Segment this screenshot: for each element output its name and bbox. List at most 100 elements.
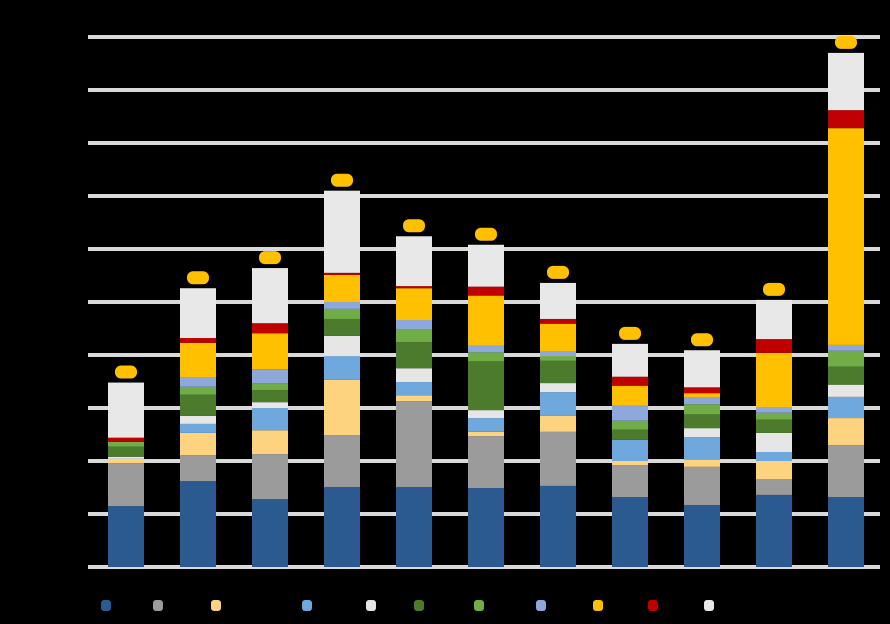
bar-segment	[540, 360, 576, 384]
legend-marker	[366, 600, 376, 611]
bar-segment	[684, 397, 720, 405]
bar-segment	[468, 361, 504, 411]
bar-segment	[108, 506, 144, 567]
bar-segment	[108, 446, 144, 457]
legend-marker	[101, 600, 111, 611]
bar-segment	[180, 377, 216, 387]
bar-segment	[252, 408, 288, 431]
bar-segment	[180, 338, 216, 343]
legend-marker	[593, 600, 603, 611]
bar-segment	[108, 441, 144, 447]
total-badge	[691, 333, 713, 347]
bar-segment	[684, 404, 720, 415]
bar-segment	[108, 382, 144, 438]
bar-segment	[252, 268, 288, 324]
bar-segment	[324, 356, 360, 380]
bar-segment	[180, 481, 216, 567]
bar-segment	[396, 320, 432, 330]
bar-segment	[468, 345, 504, 353]
bar-segment	[684, 428, 720, 438]
bar-segment	[612, 420, 648, 430]
bar-segment	[396, 329, 432, 343]
bar-segment	[252, 402, 288, 408]
bar-segment	[324, 435, 360, 487]
bar-segment	[468, 488, 504, 567]
bar-segment	[684, 387, 720, 394]
bar-segment	[828, 497, 864, 567]
bar-segment	[396, 401, 432, 487]
bar-segment	[324, 308, 360, 319]
bar-segment	[180, 386, 216, 395]
bar-segment	[540, 431, 576, 486]
bar-segment	[468, 431, 504, 437]
bar-segment	[756, 432, 792, 452]
bar-segment	[756, 352, 792, 407]
total-badge	[475, 227, 497, 241]
bar-segment	[684, 393, 720, 398]
bar-segment	[540, 383, 576, 393]
bar-segment	[324, 486, 360, 567]
bar-segment	[756, 419, 792, 433]
bar-segment	[252, 454, 288, 500]
bar-segment	[108, 458, 144, 464]
bar-segment	[828, 445, 864, 498]
bar-segment	[324, 272, 360, 275]
bar-segment	[108, 456, 144, 459]
bar-segment	[108, 463, 144, 507]
bar-segment	[396, 368, 432, 383]
bar-segment	[324, 302, 360, 309]
bar-segment	[612, 439, 648, 461]
bar-segment	[324, 190, 360, 273]
legend-marker	[153, 600, 163, 611]
bar-segment	[612, 405, 648, 421]
legend-marker	[211, 600, 221, 611]
bar-segment	[612, 465, 648, 498]
bar-segment	[612, 385, 648, 406]
bar-segment	[468, 352, 504, 362]
legend-marker	[414, 600, 424, 611]
bar-segment	[540, 282, 576, 319]
bar-segment	[756, 451, 792, 461]
bar-segment	[684, 466, 720, 505]
bar-segment	[324, 335, 360, 357]
bar-segment	[468, 244, 504, 287]
bar-segment	[252, 430, 288, 455]
bar-segment	[252, 499, 288, 567]
bar-segment	[828, 418, 864, 446]
legend-marker	[648, 600, 658, 611]
total-badge	[259, 251, 281, 265]
bar-segment	[252, 369, 288, 384]
bar-segment	[684, 414, 720, 429]
total-badge	[547, 265, 569, 279]
bar-segment	[396, 486, 432, 567]
bar-segment	[180, 288, 216, 339]
legend-marker	[704, 600, 714, 611]
bar-segment	[828, 396, 864, 419]
total-badge	[763, 282, 785, 296]
bar-segment	[540, 392, 576, 416]
bar-segment	[180, 455, 216, 482]
bar-segment	[684, 459, 720, 467]
bar-segment	[180, 394, 216, 416]
bar-segment	[396, 342, 432, 369]
bar-segment	[108, 437, 144, 442]
bar-segment	[396, 236, 432, 287]
bar-segment	[540, 485, 576, 567]
total-badge	[331, 173, 353, 187]
total-badge	[115, 365, 137, 379]
legend-marker	[474, 600, 484, 611]
bar-segment	[828, 110, 864, 129]
bar-segment	[252, 383, 288, 390]
bar-segment	[180, 342, 216, 378]
bar-segment	[684, 350, 720, 388]
bar-segment	[828, 350, 864, 367]
bar-segment	[324, 274, 360, 302]
bar-segment	[396, 288, 432, 321]
bar-segment	[756, 406, 792, 413]
bar-segment	[756, 479, 792, 495]
total-badge	[187, 271, 209, 285]
bar-segment	[252, 389, 288, 403]
bar-segment	[468, 436, 504, 489]
bar-segment	[396, 286, 432, 289]
